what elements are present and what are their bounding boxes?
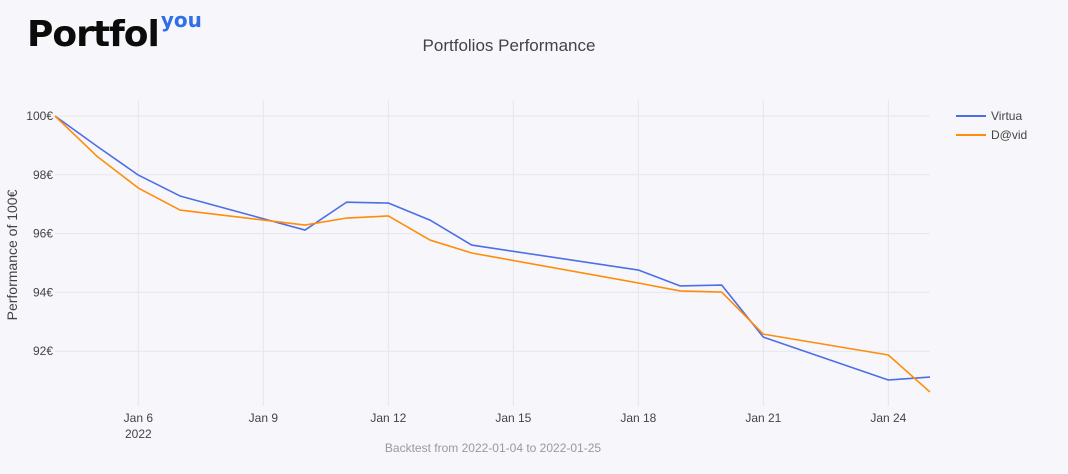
x-tick-label: Jan 12 — [370, 411, 406, 425]
x-tick-label: Jan 9 — [249, 411, 279, 425]
y-tick-label: 100€ — [26, 109, 53, 123]
y-axis-label: Performance of 100€ — [4, 189, 20, 320]
chart-title: Portfolios Performance — [423, 36, 596, 55]
logo-text: Portfol — [27, 14, 160, 55]
y-tick-label: 92€ — [33, 344, 53, 358]
x-tick-label: Jan 24 — [870, 411, 906, 425]
y-tick-label: 94€ — [33, 285, 53, 299]
x-tick-label: Jan 21 — [745, 411, 781, 425]
series-line-dvid — [54, 115, 931, 393]
legend-label: D@vid — [991, 128, 1027, 142]
portfolyou-logo: Portfol you — [27, 8, 202, 55]
logo-sup: you — [160, 8, 202, 32]
backtest-caption: Backtest from 2022-01-04 to 2022-01-25 — [385, 441, 601, 455]
y-tick-label: 96€ — [33, 227, 53, 241]
x-tick-label: Jan 15 — [495, 411, 531, 425]
x-tick-label: Jan 18 — [620, 411, 656, 425]
legend-label: Virtua — [991, 109, 1022, 123]
x-tick-label: Jan 6 — [124, 411, 154, 425]
y-tick-label: 98€ — [33, 168, 53, 182]
x-tick-year: 2022 — [125, 427, 152, 441]
